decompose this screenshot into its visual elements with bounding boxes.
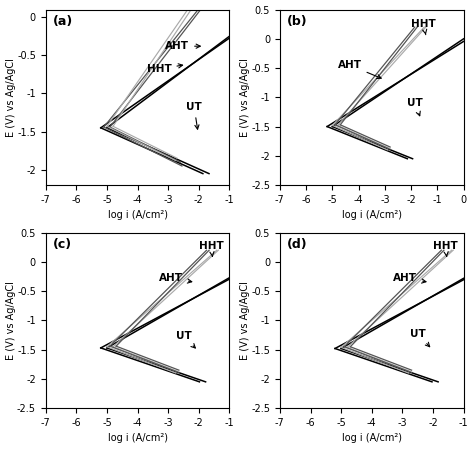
Text: AHT: AHT [393,273,426,283]
Text: AHT: AHT [337,60,381,79]
X-axis label: log i (A/cm²): log i (A/cm²) [108,433,167,444]
Text: UT: UT [186,102,202,129]
Text: HHT: HHT [147,64,182,74]
Y-axis label: E (V) vs Ag/AgCl: E (V) vs Ag/AgCl [240,58,250,137]
Text: HHT: HHT [199,241,224,256]
Text: (c): (c) [53,238,72,251]
Y-axis label: E (V) vs Ag/AgCl: E (V) vs Ag/AgCl [6,58,16,137]
Y-axis label: E (V) vs Ag/AgCl: E (V) vs Ag/AgCl [240,281,250,360]
Text: UT: UT [407,98,423,116]
Y-axis label: E (V) vs Ag/AgCl: E (V) vs Ag/AgCl [6,281,16,360]
Text: HHT: HHT [411,19,436,35]
Text: AHT: AHT [165,41,201,51]
X-axis label: log i (A/cm²): log i (A/cm²) [108,210,167,220]
Text: AHT: AHT [159,273,192,283]
X-axis label: log i (A/cm²): log i (A/cm²) [342,210,402,220]
Text: (d): (d) [287,238,308,251]
Text: HHT: HHT [433,241,458,256]
Text: (a): (a) [53,15,73,28]
Text: (b): (b) [287,15,308,28]
Text: UT: UT [175,331,195,348]
Text: UT: UT [410,329,429,347]
X-axis label: log i (A/cm²): log i (A/cm²) [342,433,402,444]
